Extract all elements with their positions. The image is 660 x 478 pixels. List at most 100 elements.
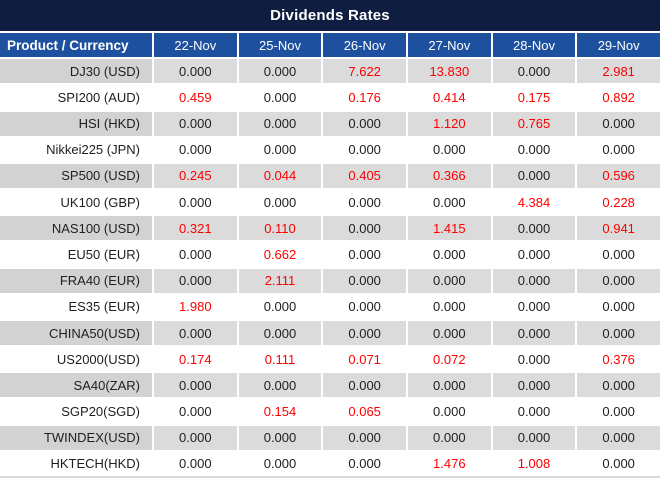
- value-cell: 0.000: [154, 242, 237, 267]
- value-cell: 0.000: [323, 242, 406, 267]
- value-cell: 0.000: [154, 111, 237, 136]
- value-cell: 0.000: [323, 294, 406, 319]
- value-cell: 0.000: [323, 373, 406, 398]
- value-cell: 0.000: [154, 190, 237, 215]
- value-cell: 0.662: [238, 242, 322, 267]
- value-cell: 0.000: [323, 451, 406, 476]
- value-cell: 1.120: [407, 111, 491, 136]
- value-cell: 0.000: [492, 399, 576, 424]
- value-cell: 0.000: [407, 294, 491, 319]
- value-cell: 0.000: [407, 399, 491, 424]
- table-bottom-edge: [0, 476, 660, 478]
- value-cell: 0.000: [577, 320, 660, 346]
- value-cell: 0.044: [238, 163, 322, 189]
- date-header: 22-Nov: [154, 33, 237, 58]
- value-cell: 0.000: [238, 111, 322, 136]
- value-cell: 0.596: [577, 163, 660, 189]
- value-cell: 0.405: [323, 163, 406, 189]
- value-cell: 0.111: [238, 347, 322, 372]
- value-cell: 0.000: [154, 425, 237, 450]
- product-cell: DJ30 (USD): [0, 59, 152, 84]
- value-cell: 0.892: [577, 85, 660, 110]
- product-cell: SA40(ZAR): [0, 373, 152, 398]
- product-cell: TWINDEX(USD): [0, 425, 152, 450]
- value-cell: 1.008: [492, 451, 576, 476]
- value-cell: 0.000: [154, 137, 237, 162]
- dividends-table: Product / Currency 22-Nov 25-Nov 26-Nov 27-N…: [0, 33, 660, 476]
- value-cell: 0.000: [492, 137, 576, 162]
- value-cell: 0.245: [154, 163, 237, 189]
- date-header: 27-Nov: [407, 33, 491, 58]
- value-cell: 2.111: [238, 268, 322, 293]
- value-cell: 0.176: [323, 85, 406, 110]
- value-cell: 0.065: [323, 399, 406, 424]
- value-cell: 0.000: [238, 373, 322, 398]
- value-cell: 0.000: [492, 347, 576, 372]
- value-cell: 4.384: [492, 190, 576, 215]
- value-cell: 0.000: [323, 320, 406, 346]
- value-cell: 0.072: [407, 347, 491, 372]
- product-cell: NAS100 (USD): [0, 216, 152, 241]
- value-cell: 0.000: [577, 294, 660, 319]
- product-cell: UK100 (GBP): [0, 190, 152, 215]
- value-cell: 0.000: [238, 59, 322, 84]
- value-cell: 0.154: [238, 399, 322, 424]
- value-cell: 0.000: [323, 190, 406, 215]
- value-cell: 0.000: [407, 242, 491, 267]
- value-cell: 0.000: [577, 451, 660, 476]
- date-header: 29-Nov: [577, 33, 660, 58]
- value-cell: 0.000: [492, 216, 576, 241]
- value-cell: 0.000: [323, 425, 406, 450]
- product-cell: HKTECH(HKD): [0, 451, 152, 476]
- value-cell: 0.000: [238, 451, 322, 476]
- value-cell: 0.000: [577, 111, 660, 136]
- value-cell: 0.000: [323, 216, 406, 241]
- product-cell: ES35 (EUR): [0, 294, 152, 319]
- value-cell: 0.000: [238, 190, 322, 215]
- value-cell: 0.000: [238, 137, 322, 162]
- value-cell: 0.000: [492, 425, 576, 450]
- value-cell: 1.415: [407, 216, 491, 241]
- value-cell: 0.000: [492, 320, 576, 346]
- product-cell: SPI200 (AUD): [0, 85, 152, 110]
- value-cell: 7.622: [323, 59, 406, 84]
- value-cell: 1.476: [407, 451, 491, 476]
- value-cell: 0.000: [154, 373, 237, 398]
- value-cell: 0.000: [154, 399, 237, 424]
- value-cell: 0.000: [492, 163, 576, 189]
- product-cell: Nikkei225 (JPN): [0, 137, 152, 162]
- value-cell: 0.459: [154, 85, 237, 110]
- value-cell: 2.981: [577, 59, 660, 84]
- product-cell: FRA40 (EUR): [0, 268, 152, 293]
- value-cell: 0.228: [577, 190, 660, 215]
- value-cell: 0.000: [577, 242, 660, 267]
- value-cell: 0.000: [577, 137, 660, 162]
- value-cell: 0.174: [154, 347, 237, 372]
- value-cell: 0.000: [407, 190, 491, 215]
- value-cell: 0.000: [154, 451, 237, 476]
- value-cell: 0.000: [407, 425, 491, 450]
- value-cell: 0.000: [238, 425, 322, 450]
- value-cell: 0.941: [577, 216, 660, 241]
- product-cell: CHINA50(USD): [0, 320, 152, 346]
- value-cell: 0.366: [407, 163, 491, 189]
- value-cell: 0.000: [492, 242, 576, 267]
- product-cell: HSI (HKD): [0, 111, 152, 136]
- value-cell: 0.000: [492, 268, 576, 293]
- value-cell: 0.000: [577, 399, 660, 424]
- date-header: 25-Nov: [238, 33, 322, 58]
- product-currency-header: Product / Currency: [0, 33, 152, 58]
- product-cell: US2000(USD): [0, 347, 152, 372]
- value-cell: 0.000: [323, 268, 406, 293]
- value-cell: 0.000: [407, 137, 491, 162]
- value-cell: 0.000: [238, 85, 322, 110]
- value-cell: 0.000: [154, 268, 237, 293]
- panel-title: Dividends Rates: [270, 7, 390, 24]
- value-cell: 0.376: [577, 347, 660, 372]
- value-cell: 0.000: [407, 373, 491, 398]
- value-cell: 0.175: [492, 85, 576, 110]
- value-cell: 0.414: [407, 85, 491, 110]
- value-cell: 0.000: [154, 320, 237, 346]
- value-cell: 0.321: [154, 216, 237, 241]
